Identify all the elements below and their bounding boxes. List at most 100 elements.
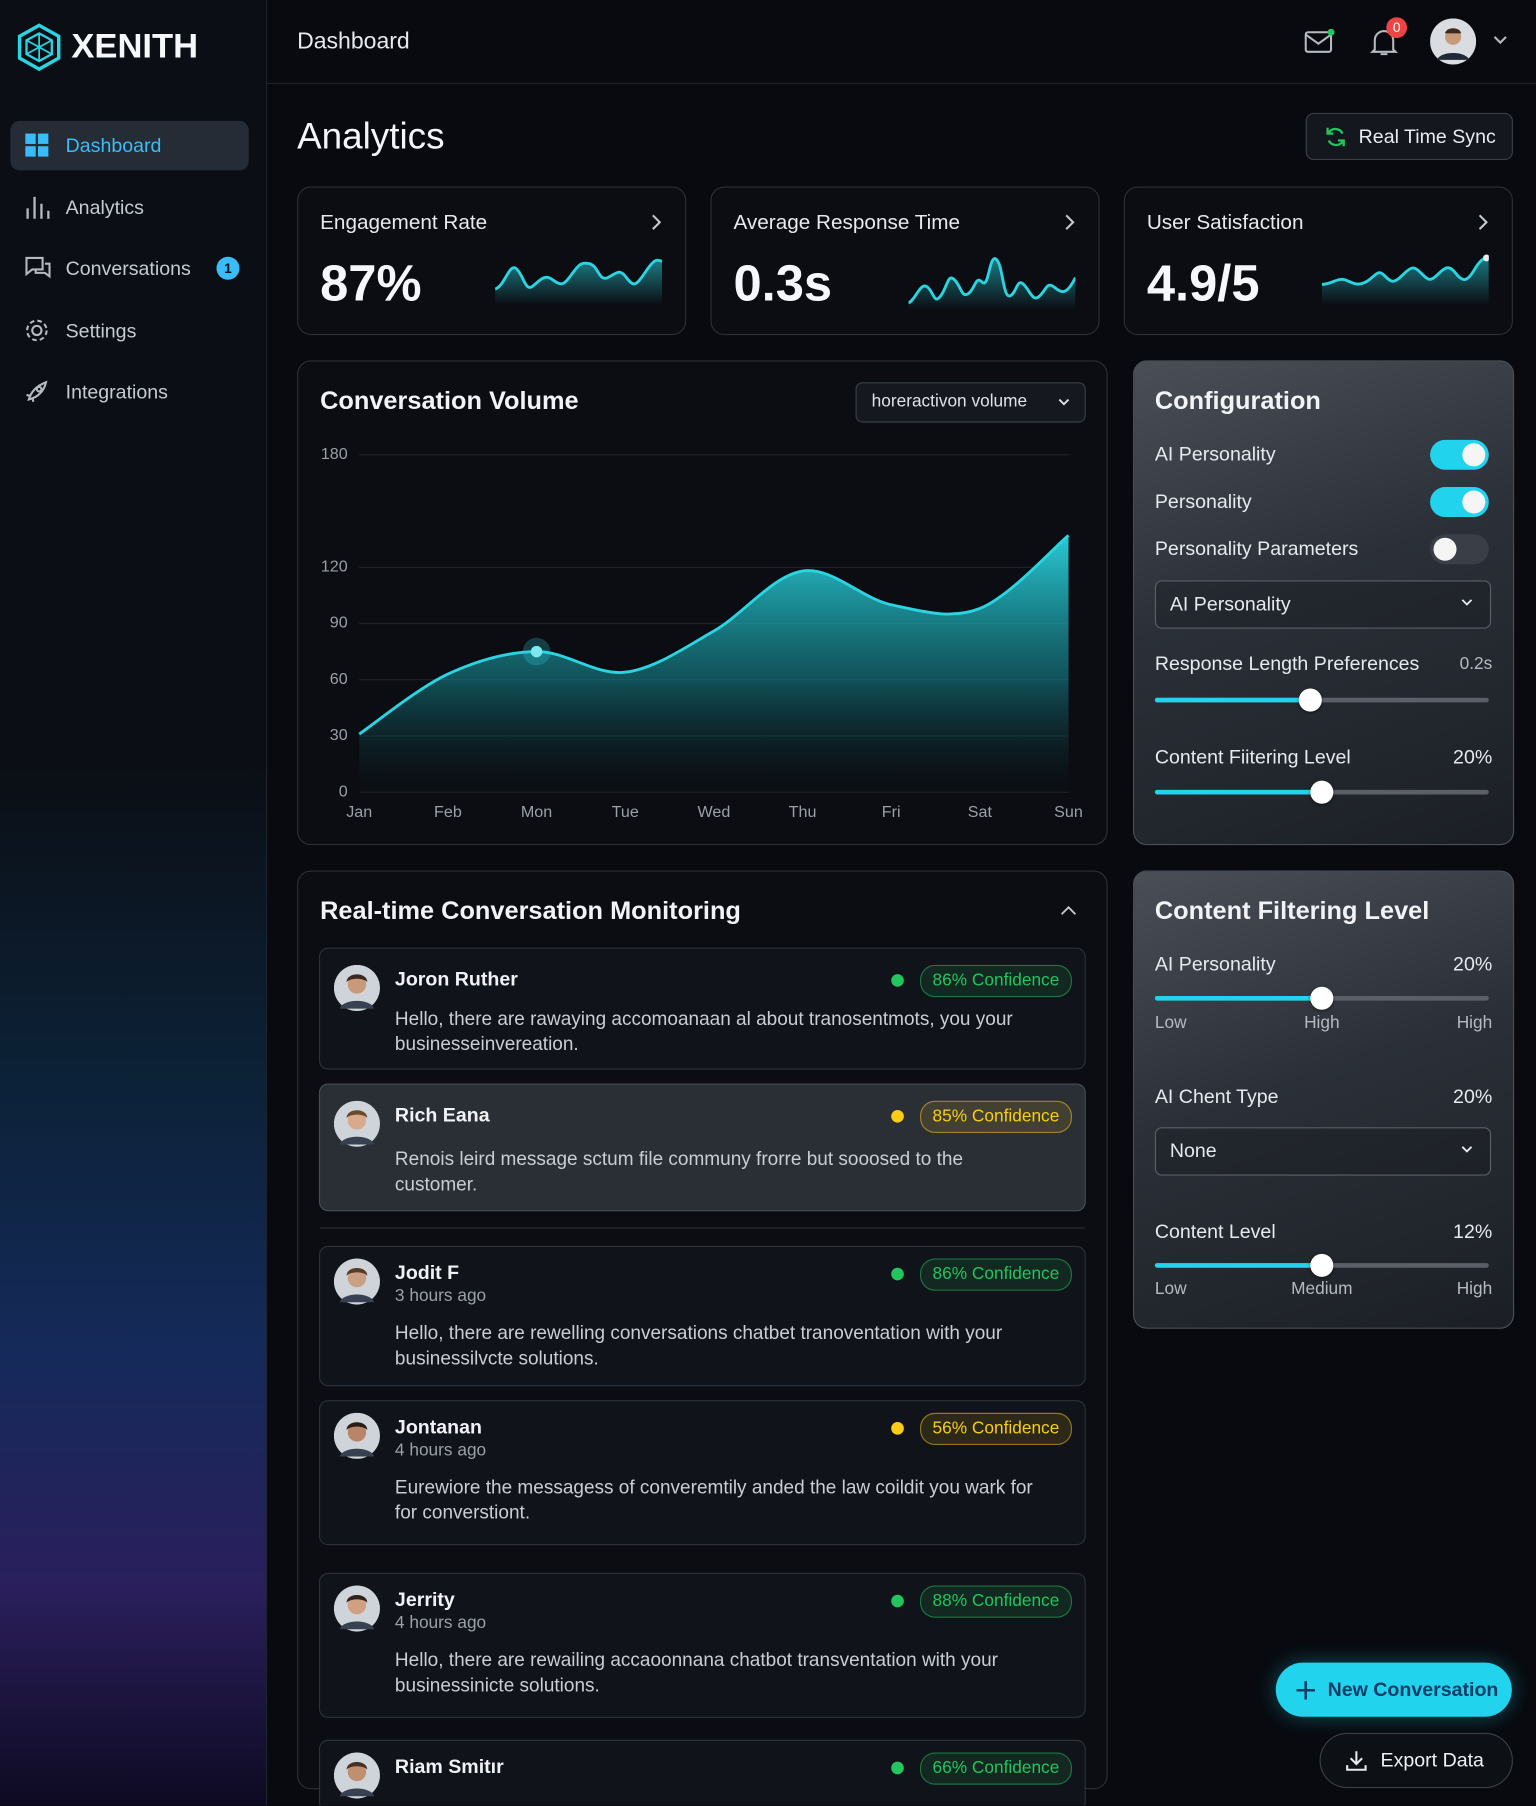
avatar-body	[339, 1621, 375, 1630]
avatar	[333, 964, 380, 1011]
avatar-hair	[346, 974, 368, 983]
avatar-body	[339, 1788, 375, 1797]
status-dot	[891, 1761, 904, 1775]
x-tick-label: Thu	[789, 803, 817, 821]
confidence-badge: 86% Confidence	[919, 964, 1072, 998]
brand: XENITH	[71, 27, 199, 66]
toggle-label: Personality	[1154, 490, 1252, 513]
status-dot	[891, 1267, 904, 1281]
scale-label: High	[1304, 1013, 1340, 1033]
x-tick-label: Sun	[1054, 803, 1083, 821]
slider-label: Response Length Preferences	[1154, 652, 1420, 675]
sender-name: Jerrity	[394, 1588, 455, 1611]
message: Hello, there are rewailing accaoonnana c…	[394, 1649, 998, 1697]
nav-icon	[25, 133, 49, 157]
select[interactable]: None	[1154, 1127, 1492, 1176]
user-avatar[interactable]	[1430, 18, 1477, 65]
volume-dropdown[interactable]: horeractivon volume	[855, 382, 1086, 423]
avatar-hair	[346, 1595, 368, 1603]
metric-card[interactable]: Average Response Time 0.3s	[710, 186, 1100, 336]
conversation-item[interactable]: Riam Smitır 66% Confidence	[318, 1739, 1086, 1806]
nav-item[interactable]: Analytics	[10, 183, 248, 233]
export-button[interactable]: Export Data	[1319, 1732, 1513, 1789]
metric-value: 0.3s	[733, 255, 833, 313]
nav-icon	[26, 196, 50, 219]
status-dot	[891, 1109, 904, 1123]
nav-icon	[26, 319, 48, 342]
select[interactable]: AI Personality	[1154, 580, 1492, 629]
select-percent: 20%	[1453, 1085, 1493, 1108]
slider[interactable]	[1154, 1253, 1489, 1277]
slider-value: 12%	[1453, 1220, 1493, 1243]
logo-icon	[17, 23, 61, 72]
toggle[interactable]	[1430, 487, 1489, 517]
area	[359, 535, 1069, 793]
nav-item[interactable]: Settings	[10, 306, 248, 356]
sync-icon	[1326, 127, 1345, 147]
sparkline	[495, 258, 663, 306]
scale-label: Medium	[1291, 1279, 1353, 1299]
slider[interactable]	[1154, 780, 1489, 804]
sender-name: Joron Ruther	[394, 968, 518, 991]
metric-card[interactable]: User Satisfaction 4.9/5	[1123, 186, 1513, 336]
nav-label: Conversations	[65, 257, 191, 280]
slider[interactable]	[1154, 986, 1489, 1010]
nav-item[interactable]: Conversations 1	[10, 244, 248, 294]
new-conversation-button[interactable]: New Conversation	[1275, 1662, 1512, 1717]
avatar-face	[347, 1595, 367, 1615]
nav-icon	[26, 380, 48, 403]
divider	[320, 1227, 1085, 1229]
sender-name: Jodit F	[394, 1261, 460, 1284]
scale-label: High	[1456, 1279, 1493, 1299]
user-menu-chevron[interactable]	[1492, 35, 1508, 47]
nav-item[interactable]: Dashboard	[10, 120, 249, 171]
sender-name: Rich Eana	[394, 1104, 490, 1127]
avatar	[333, 1412, 380, 1459]
plus-icon	[1296, 1681, 1315, 1700]
conversation-item[interactable]: Jontanan 4 hours ago Eurewiore the message…	[318, 1400, 1086, 1546]
x-tick-label: Jan	[346, 803, 372, 821]
x-tick-label: Feb	[434, 803, 462, 821]
slider-value: 20%	[1453, 746, 1493, 768]
dropdown-chevron	[1058, 398, 1070, 406]
configuration-panel: Configuration AI Personality Personality…	[1132, 360, 1515, 846]
y-tick-label: 120	[321, 558, 348, 576]
slider-label: Content Fiitering Level	[1154, 746, 1351, 768]
conversation-item[interactable]: Jerrity 4 hours ago Hello, there are rewai…	[318, 1572, 1086, 1718]
nav-item[interactable]: Integrations	[10, 367, 248, 417]
y-tick-label: 60	[330, 670, 348, 688]
avatar-face	[347, 1762, 367, 1782]
area-chart: 0 30 60 90 120 180 Jan Feb Mon Tue Wed Thu Fri Sat Sun	[321, 445, 1083, 821]
y-tick-label: 0	[339, 782, 348, 800]
select-label: AI Chent Type	[1154, 1085, 1279, 1108]
confidence-badge: 85% Confidence	[919, 1100, 1072, 1133]
avatar-hair	[346, 1422, 368, 1431]
confidence-badge: 66% Confidence	[919, 1752, 1072, 1785]
confidence-badge: 56% Confidence	[919, 1412, 1072, 1446]
sender-name: Riam Smitır	[394, 1755, 504, 1778]
metric-label: Engagement Rate	[320, 210, 488, 234]
toggle[interactable]	[1430, 439, 1489, 470]
toggle-label: Personality Parameters	[1154, 537, 1359, 560]
toggle[interactable]	[1430, 534, 1489, 565]
nav-icon	[25, 256, 51, 279]
sync-button[interactable]: Real Time Sync	[1305, 112, 1513, 161]
conversation-item[interactable]: Joron Ruther Hello, there are rawaying ac…	[318, 947, 1086, 1070]
metric-value: 87%	[320, 255, 422, 313]
mail-icon[interactable]	[1304, 28, 1335, 54]
slider[interactable]	[1154, 688, 1489, 712]
metric-label: Average Response Time	[733, 210, 961, 234]
status-dot	[891, 1594, 904, 1608]
nav-label: Settings	[65, 320, 137, 342]
metric-card[interactable]: Engagement Rate 87%	[297, 186, 687, 336]
conversation-item[interactable]: Rich Eana Renois leird message sctum file…	[318, 1083, 1086, 1212]
scale-label: Low	[1154, 1013, 1187, 1033]
chevron	[652, 214, 662, 230]
avatar-face	[347, 1423, 367, 1442]
message: Hello, there are rewelling conversations…	[394, 1322, 1003, 1370]
collapse-chevron[interactable]	[1059, 905, 1077, 917]
y-tick-label: 90	[330, 614, 348, 632]
content-filtering-panel: Content Filtering Level AI Personality 2…	[1132, 870, 1515, 1329]
